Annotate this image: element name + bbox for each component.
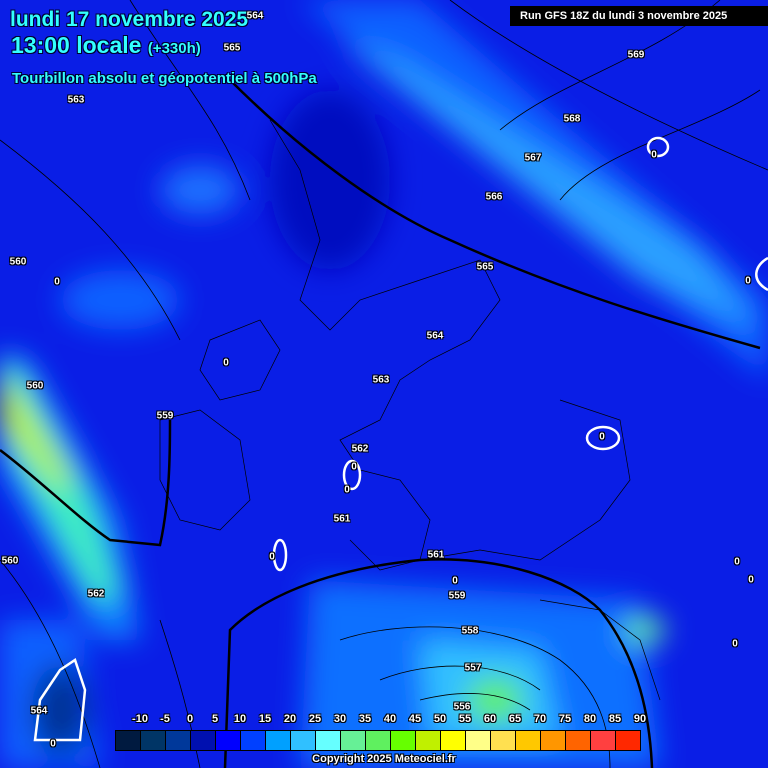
zero-label: 0 (452, 575, 458, 587)
zero-label: 0 (651, 149, 657, 161)
zero-label: 0 (351, 461, 357, 473)
legend-tick: 35 (358, 713, 372, 725)
field-title: Tourbillon absolu et géopotentiel à 500h… (12, 70, 317, 87)
zero-label: 0 (269, 551, 275, 563)
legend-tick: 80 (583, 713, 597, 725)
legend-swatch (241, 731, 266, 750)
contour-label: 567 (524, 152, 542, 164)
legend-swatch (191, 731, 216, 750)
forecast-date: lundi 17 novembre 2025 (10, 8, 249, 31)
legend-swatch (441, 731, 466, 750)
contour-label: 564 (426, 330, 444, 342)
zero-label: 0 (745, 275, 751, 287)
legend-swatch (341, 731, 366, 750)
legend-swatch (416, 731, 441, 750)
contour-label: 561 (333, 513, 351, 525)
zero-label: 0 (223, 357, 229, 369)
contour-label: 565 (476, 261, 494, 273)
zero-label: 0 (344, 484, 350, 496)
contour-label: 569 (627, 49, 645, 61)
zero-label: 0 (599, 431, 605, 443)
contour-label: 557 (464, 662, 482, 674)
legend-swatch (491, 731, 516, 750)
contour-label: 562 (351, 443, 369, 455)
zero-label: 0 (50, 738, 56, 750)
legend-swatch (166, 731, 191, 750)
legend-tick: 75 (558, 713, 572, 725)
contour-label: 561 (427, 549, 445, 561)
vorticity-zero-contours (33, 136, 768, 742)
legend-swatch (291, 731, 316, 750)
copyright: Copyright 2025 Meteociel.fr (312, 753, 456, 765)
legend-swatch (141, 731, 166, 750)
color-legend (115, 730, 641, 751)
legend-tick: 15 (258, 713, 272, 725)
contour-label: 560 (26, 380, 44, 392)
contour-label: 559 (448, 590, 466, 602)
forecast-time: 13:00 locale (+330h) (11, 32, 201, 59)
contour-label: 564 (30, 705, 48, 717)
zero-label: 0 (748, 574, 754, 586)
legend-tick: 55 (458, 713, 472, 725)
legend-tick: 10 (233, 713, 247, 725)
local-time: 13:00 locale (11, 32, 142, 58)
contour-label: 566 (485, 191, 503, 203)
contour-label: 562 (87, 588, 105, 600)
lead-time: (+330h) (147, 40, 201, 57)
legend-tick: 30 (333, 713, 347, 725)
zero-label: 0 (734, 556, 740, 568)
contour-label: 560 (9, 256, 27, 268)
legend-tick: 65 (508, 713, 522, 725)
legend-tick: 20 (283, 713, 297, 725)
zero-label: 0 (54, 276, 60, 288)
legend-swatch (316, 731, 341, 750)
legend-tick: 50 (433, 713, 447, 725)
legend-tick: -5 (160, 713, 170, 725)
legend-tick: 40 (383, 713, 397, 725)
zero-label: 0 (732, 638, 738, 650)
contour-label: 560 (1, 555, 19, 567)
legend-tick: 5 (211, 713, 219, 725)
model-run-label: Run GFS 18Z du lundi 3 novembre 2025 (510, 6, 768, 26)
legend-ticks: -10 -5 0 5 10 15 20 25 30 35 40 45 50 55 60 65 70 75 80 85 9… (103, 713, 653, 727)
legend-tick: 25 (308, 713, 322, 725)
legend-tick: 60 (483, 713, 497, 725)
geopotential-bold-contours (0, 79, 761, 768)
contour-label: 556 (453, 701, 471, 713)
legend-swatch (566, 731, 591, 750)
contour-label: 558 (461, 625, 479, 637)
contour-label: 565 (223, 42, 241, 54)
legend-swatch (616, 731, 640, 750)
contour-label: 559 (156, 410, 174, 422)
contour-label: 568 (563, 113, 581, 125)
legend-swatch (216, 731, 241, 750)
legend-swatch (391, 731, 416, 750)
coastlines (159, 119, 661, 701)
legend-tick: 85 (608, 713, 622, 725)
legend-swatch (466, 731, 491, 750)
legend-tick: -10 (132, 713, 148, 725)
contour-label: 563 (372, 374, 390, 386)
legend-tick: 0 (186, 713, 194, 725)
legend-swatch (516, 731, 541, 750)
legend-tick: 90 (633, 713, 647, 725)
contour-label: 563 (67, 94, 85, 106)
legend-tick: 45 (408, 713, 422, 725)
legend-swatch (366, 731, 391, 750)
legend-swatch (591, 731, 616, 750)
legend-tick: 70 (533, 713, 547, 725)
legend-swatch (266, 731, 291, 750)
contour-label: 564 (246, 10, 264, 22)
legend-swatch (541, 731, 566, 750)
legend-swatch (116, 731, 141, 750)
